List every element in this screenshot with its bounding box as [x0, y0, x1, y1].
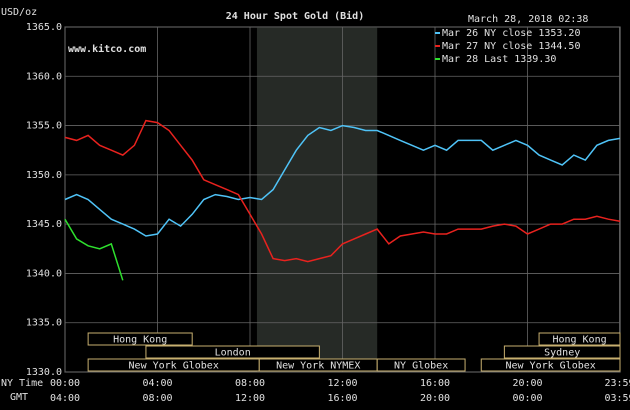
shaded-band: [256, 27, 378, 372]
gmt-tick-label: 00:00: [512, 393, 542, 404]
legend-entry: Mar 26 NY close 1353.20: [442, 28, 580, 39]
legend-swatch: [435, 32, 440, 34]
y-tick-label: 1365.0: [26, 22, 62, 33]
y-tick-label: 1340.0: [26, 268, 62, 279]
x-tick-label: 12:00: [327, 378, 357, 389]
session-label: Hong Kong: [113, 335, 167, 346]
series-line: [64, 119, 621, 263]
x-tick-label: 08:00: [235, 378, 265, 389]
gmt-tick-label: 12:00: [235, 393, 265, 404]
y-axis-label: USD/oz: [1, 7, 37, 18]
y-tick-label: 1345.0: [26, 219, 62, 230]
x-row-label: NY Time: [1, 378, 43, 389]
session-label: London: [215, 348, 251, 359]
session-label: New York Globex: [129, 361, 219, 372]
gmt-tick-label: 20:00: [420, 393, 450, 404]
x-tick-label: 04:00: [142, 378, 172, 389]
gmt-tick-label: 08:00: [142, 393, 172, 404]
gmt-tick-label: 16:00: [327, 393, 357, 404]
subtitle: www.kitco.com: [68, 43, 146, 55]
x-tick-label: 23:59: [604, 378, 630, 389]
session-box: [87, 332, 193, 346]
session-box: [145, 345, 320, 359]
y-tick-label: 1355.0: [26, 121, 62, 132]
session-label: Sydney: [544, 348, 580, 359]
series-line: [64, 124, 621, 237]
x-tick-label: 20:00: [512, 378, 542, 389]
session-label: NY Globex: [394, 361, 448, 372]
legend-swatch: [435, 58, 440, 60]
legend-entry: Mar 28 Last 1339.30: [442, 54, 556, 65]
legend-swatch: [435, 45, 440, 47]
date-label: March 28, 2018 02:38: [468, 14, 588, 25]
x-tick-label: 16:00: [420, 378, 450, 389]
x-tick-label: 00:00: [50, 378, 80, 389]
x-row-label: GMT: [10, 392, 28, 403]
session-box: [538, 332, 621, 346]
gmt-tick-label: 04:00: [50, 393, 80, 404]
session-label: New York NYMEX: [276, 361, 360, 372]
session-box: [376, 358, 466, 372]
session-label: Hong Kong: [552, 335, 606, 346]
session-label: New York Globex: [505, 361, 595, 372]
session-box: [480, 358, 621, 372]
legend-entry: Mar 27 NY close 1344.50: [442, 41, 580, 52]
y-tick-label: 1350.0: [26, 170, 62, 181]
y-tick-label: 1360.0: [26, 71, 62, 82]
y-tick-label: 1330.0: [26, 367, 62, 378]
series-line: [64, 218, 124, 281]
gmt-tick-label: 03:59: [604, 393, 630, 404]
session-box: [503, 345, 621, 359]
y-tick-label: 1335.0: [26, 318, 62, 329]
chart-title: 24 Hour Spot Gold (Bid): [226, 10, 364, 22]
